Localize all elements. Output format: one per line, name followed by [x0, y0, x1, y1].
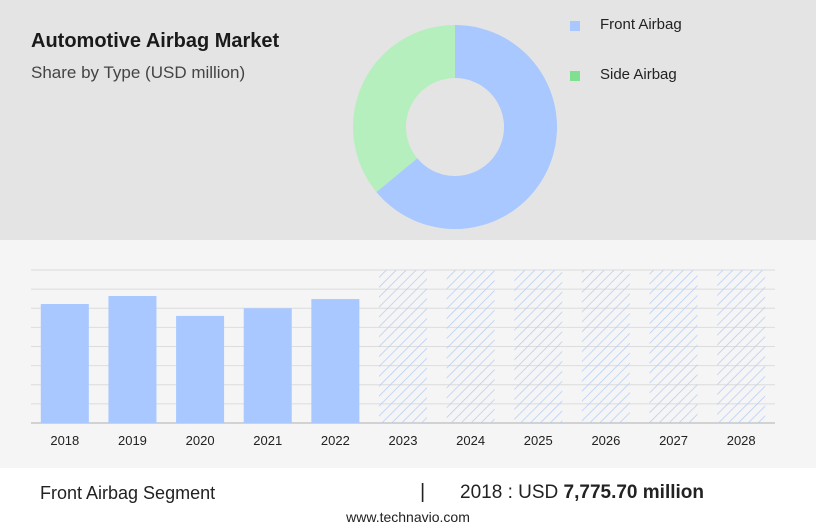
segment-value-separator: : [507, 482, 513, 503]
legend-swatch-side-airbag [570, 71, 580, 81]
chart-title: Automotive Airbag Market [31, 30, 280, 52]
x-tick-label-2027: 2027 [659, 433, 688, 448]
chart-subtitle: Share by Type (USD million) [31, 63, 246, 82]
forecast-bar-2027[interactable] [649, 270, 698, 423]
forecast-bar-2028[interactable] [717, 270, 766, 423]
segment-label: Front Airbag Segment [40, 483, 216, 503]
footer-divider: | [420, 481, 426, 503]
segment-value-amount: 7,775.70 [563, 482, 638, 503]
x-tick-label-2018: 2018 [50, 433, 79, 448]
x-tick-label-2020: 2020 [186, 433, 215, 448]
donut-slice-side-airbag[interactable] [352, 25, 455, 193]
forecast-bar-2023[interactable] [379, 270, 427, 423]
bar-2018[interactable] [40, 304, 89, 423]
x-tick-label-2028: 2028 [727, 433, 756, 448]
bar-chart: 2018 2019 2020 2021 2022 2023 2024 2025 2026 2027… [31, 269, 775, 448]
x-tick-label-2022: 2022 [321, 433, 350, 448]
x-tick-label-2019: 2019 [118, 433, 147, 448]
x-tick-label-2026: 2026 [591, 433, 620, 448]
bar-2020[interactable] [176, 315, 225, 423]
segment-value-currency: USD [518, 482, 559, 503]
x-tick-label-2021: 2021 [253, 433, 282, 448]
x-tick-label-2025: 2025 [524, 433, 553, 448]
forecast-bar-2024[interactable] [446, 270, 495, 423]
source-website[interactable]: www.technavio.com [346, 509, 470, 525]
legend-label-side-airbag: Side Airbag [600, 66, 677, 83]
segment-value: 2018 : USD 7,775.70 million [460, 482, 704, 504]
legend-swatch-front-airbag [570, 21, 580, 31]
segment-value-unit: million [642, 482, 705, 503]
bar-2021[interactable] [243, 308, 292, 423]
forecast-bar-2025[interactable] [514, 270, 563, 423]
forecast-bar-2026[interactable] [581, 270, 630, 423]
bar-2019[interactable] [108, 296, 157, 423]
legend-label-front-airbag: Front Airbag [600, 16, 682, 33]
segment-value-year: 2018 [460, 482, 503, 503]
bar-2022[interactable] [311, 299, 360, 423]
donut-chart [352, 25, 558, 230]
donut-slice-front-airbag[interactable] [376, 25, 558, 230]
x-tick-label-2024: 2024 [456, 433, 485, 448]
bar-chart-area: 2018 2019 2020 2021 2022 2023 2024 2025 2026 2027… [0, 240, 816, 468]
x-tick-label-2023: 2023 [389, 433, 418, 448]
